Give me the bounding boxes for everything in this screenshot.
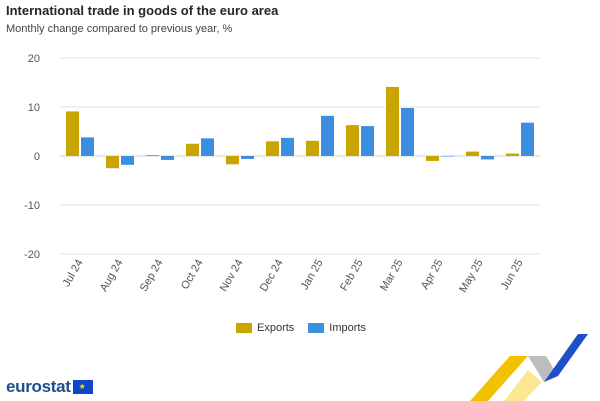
x-tick-label: Mar 25 [378, 258, 406, 294]
legend-swatch-imports [308, 323, 325, 333]
legend: Exports Imports [236, 322, 380, 334]
logo-text: eurostat [6, 377, 71, 396]
legend-item-exports[interactable]: Exports [236, 322, 294, 334]
bar-imports[interactable] [521, 122, 534, 156]
bar-imports[interactable] [361, 126, 374, 156]
bar-exports[interactable] [186, 143, 199, 156]
y-tick-label: 20 [28, 53, 40, 65]
ribbon-blue-shape [544, 334, 588, 382]
bar-imports[interactable] [121, 156, 134, 165]
bar-imports[interactable] [241, 156, 254, 159]
bar-exports[interactable] [266, 141, 279, 156]
bar-exports[interactable] [66, 111, 79, 156]
bar-imports[interactable] [321, 115, 334, 156]
x-tick-label: Jul 24 [61, 258, 86, 289]
legend-label-exports: Exports [257, 322, 295, 334]
bar-chart: -20 -10 0 10 20 Jul 24 Aug 24 Sep 24 Oct 24 Nov 2… [24, 53, 540, 295]
bar-imports[interactable] [161, 156, 174, 160]
eurostat-logo: eurostat [6, 377, 93, 397]
x-tick-label: Aug 24 [98, 258, 126, 294]
bar-imports[interactable] [201, 138, 214, 156]
bar-exports[interactable] [346, 125, 359, 156]
x-tick-label: Jan 25 [299, 258, 326, 293]
bar-exports[interactable] [466, 151, 479, 156]
chart-title: International trade in goods of the euro… [6, 3, 279, 18]
ribbon-yellow-light-shape [504, 370, 542, 401]
legend-label-imports: Imports [329, 322, 366, 334]
x-tick-label: Dec 24 [258, 258, 286, 294]
x-tick-label: Jun 25 [499, 258, 526, 293]
bar-exports[interactable] [226, 156, 239, 165]
x-tick-label: May 25 [457, 258, 485, 295]
bar-imports[interactable] [441, 156, 454, 157]
decorative-ribbon-graphic [470, 334, 588, 401]
eu-flag-icon [72, 380, 93, 394]
bar-imports[interactable] [81, 137, 94, 156]
bar-exports[interactable] [306, 140, 319, 156]
x-tick-label: Oct 24 [179, 258, 206, 292]
bar-exports[interactable] [386, 86, 399, 156]
y-tick-label: 10 [28, 102, 40, 114]
y-tick-label: -20 [24, 249, 40, 261]
y-tick-label: 0 [34, 151, 40, 163]
legend-item-imports[interactable]: Imports [308, 322, 366, 334]
bar-exports[interactable] [426, 156, 439, 161]
x-tick-label: Apr 25 [419, 258, 446, 292]
legend-swatch-exports [236, 323, 252, 333]
bar-imports[interactable] [401, 107, 414, 156]
bar-imports[interactable] [281, 137, 294, 156]
bar-exports[interactable] [506, 153, 519, 156]
bar-exports[interactable] [106, 156, 119, 169]
chart-subtitle: Monthly change compared to previous year… [6, 23, 233, 35]
x-tick-label: Sep 24 [138, 258, 166, 294]
ribbon-yellow-shape [470, 356, 528, 401]
x-tick-label: Feb 25 [338, 258, 366, 294]
x-tick-label: Nov 24 [218, 258, 246, 294]
bar-exports[interactable] [146, 155, 159, 156]
bar-imports[interactable] [481, 156, 494, 160]
y-tick-label: -10 [24, 200, 40, 212]
